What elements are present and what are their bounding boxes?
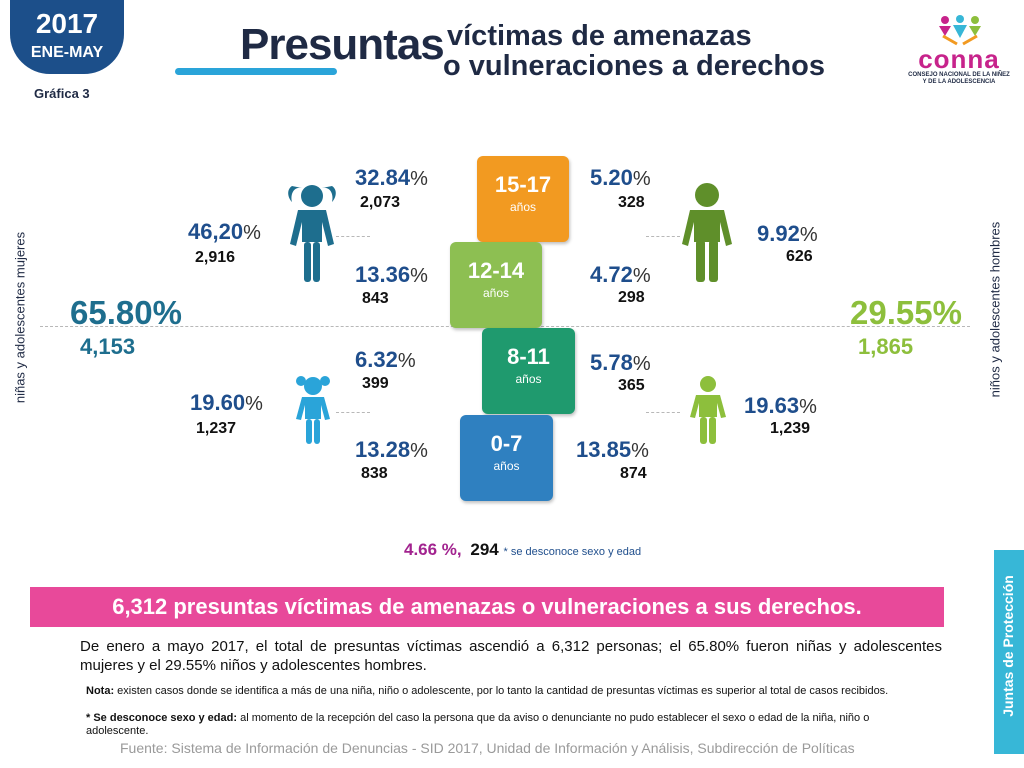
female-adolescent-pct: 46,20% xyxy=(188,219,261,244)
logo-figures-icon xyxy=(939,15,981,46)
note-label: Nota: xyxy=(86,685,115,697)
male-total-pct: 29.55% xyxy=(850,294,962,331)
age-unit-label: años xyxy=(509,200,537,214)
age-unit-label: años xyxy=(493,459,520,473)
female-15-17-num: 2,073 xyxy=(360,194,401,211)
summary-paragraph: De enero a mayo 2017, el total de presun… xyxy=(80,638,942,674)
age-range-label: 12-14 xyxy=(467,258,525,283)
boy-icon xyxy=(690,376,726,444)
adolescent-girl-icon xyxy=(288,185,336,282)
adolescent-boy-icon xyxy=(682,183,732,282)
female-adolescent-dash xyxy=(336,236,370,237)
female-8-11-num: 399 xyxy=(362,375,389,392)
female-child-dash xyxy=(336,412,370,413)
unknown-note-label: * Se desconoce sexo y edad: xyxy=(86,712,238,724)
age-box-8-11: 8-11 años xyxy=(482,328,575,414)
male-0-7-num: 874 xyxy=(620,465,647,482)
female-0-7-pct: 13.28% xyxy=(355,437,428,462)
male-12-14-pct: 4.72% xyxy=(590,262,651,287)
page-subtitle-line1: víctimas de amenazas xyxy=(447,20,752,52)
logo-wordmark: conna xyxy=(918,44,1000,74)
note-paragraph: Nota: existen casos donde se identifica … xyxy=(86,685,946,697)
female-adolescent-num: 2,916 xyxy=(195,249,236,266)
male-adolescent-dash xyxy=(646,236,680,237)
age-unit-label: años xyxy=(515,372,542,386)
age-range-label: 8-11 xyxy=(507,344,550,369)
age-unit-label: años xyxy=(482,286,510,300)
male-total-num: 1,865 xyxy=(858,334,914,359)
conna-logo: conna CONSEJO NACIONAL DE LA NIÑEZ Y DE … xyxy=(905,12,1013,88)
logo-subtitle-line1: CONSEJO NACIONAL DE LA NIÑEZ xyxy=(908,72,1010,78)
summary-banner: 6,312 presuntas víctimas de amenazas o v… xyxy=(30,587,944,627)
unknown-note-paragraph: * Se desconoce sexo y edad: al momento d… xyxy=(86,712,876,738)
juntas-side-tab: Juntas de Protección xyxy=(994,550,1024,754)
female-total-pct: 65.80% xyxy=(70,294,182,331)
male-adolescent-num: 626 xyxy=(786,248,813,265)
male-8-11-pct: 5.78% xyxy=(590,350,651,375)
note-text: existen casos donde se identifica a más … xyxy=(114,685,889,697)
female-child-num: 1,237 xyxy=(196,420,237,437)
age-box-0-7: 0-7 años xyxy=(460,415,553,501)
female-side-label: niñas y adolescentes mujeres xyxy=(12,231,28,404)
page-subtitle-line2: o vulneraciones a derechos xyxy=(443,50,825,82)
chart-label: Gráfica 3 xyxy=(34,86,90,101)
female-0-7-num: 838 xyxy=(361,465,388,482)
period-label: ENE-MAY xyxy=(30,44,104,61)
age-box-12-14: 12-14 años xyxy=(450,242,542,328)
male-child-dash xyxy=(646,412,680,413)
logo-subtitle: CONSEJO NACIONAL DE LA NIÑEZ Y DE LA ADO… xyxy=(905,72,1013,86)
female-12-14-pct: 13.36% xyxy=(355,262,428,287)
girl-icon xyxy=(296,376,330,444)
unknown-pct: 4.66 %, xyxy=(404,540,462,559)
female-12-14-num: 843 xyxy=(362,290,389,307)
female-child-pct: 19.60% xyxy=(190,390,263,415)
male-12-14-num: 298 xyxy=(618,289,645,306)
title-underline xyxy=(175,68,337,75)
male-child-num: 1,239 xyxy=(770,420,811,437)
male-side-label: niños y adolescentes hombres xyxy=(987,221,1003,398)
male-8-11-num: 365 xyxy=(618,377,645,394)
source-footnote: Fuente: Sistema de Información de Denunc… xyxy=(120,740,855,756)
juntas-tab-label: Juntas de Protección xyxy=(1000,575,1016,717)
year-badge: 2017 ENE-MAY xyxy=(10,0,124,74)
age-box-15-17: 15-17 años xyxy=(477,156,569,242)
year-label: 2017 xyxy=(35,8,99,39)
male-15-17-num: 328 xyxy=(618,194,645,211)
male-0-7-pct: 13.85% xyxy=(576,437,649,462)
age-range-label: 0-7 xyxy=(490,431,523,456)
age-range-label: 15-17 xyxy=(494,172,552,197)
female-15-17-pct: 32.84% xyxy=(355,165,428,190)
unknown-label: * se desconoce sexo y edad xyxy=(503,546,642,558)
male-child-pct: 19.63% xyxy=(744,393,817,418)
logo-subtitle-line2: Y DE LA ADOLESCENCIA xyxy=(922,79,996,85)
page-title: Presuntas xyxy=(240,20,445,69)
unknown-num: 294 xyxy=(470,540,499,559)
unknown-sex-age-line: 4.66 %, 294 * se desconoce sexo y edad xyxy=(404,540,641,560)
male-adolescent-pct: 9.92% xyxy=(757,221,818,246)
male-15-17-pct: 5.20% xyxy=(590,165,651,190)
female-total-num: 4,153 xyxy=(80,334,136,359)
female-8-11-pct: 6.32% xyxy=(355,347,416,372)
unknown-note-text: al momento de la recepción del caso la p… xyxy=(86,712,870,737)
